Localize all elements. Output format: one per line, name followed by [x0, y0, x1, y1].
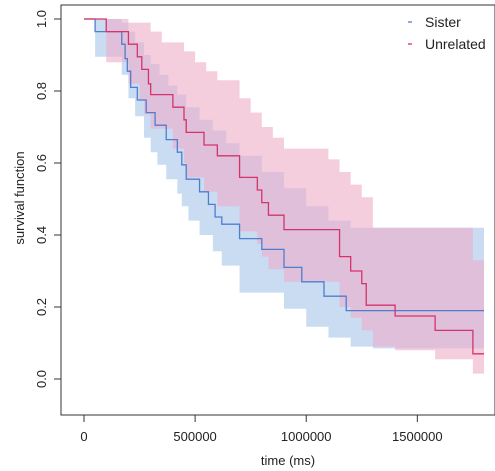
plot-frame: [60, 4, 495, 416]
y-tick-label: 1.0: [34, 10, 49, 28]
x-tick-label: 0: [80, 429, 87, 444]
x-tick-label: 500000: [173, 429, 216, 444]
y-axis-label: survival function: [12, 151, 27, 244]
confidence-band-unrelated: [84, 19, 484, 374]
legend-label-unrelated: Unrelated: [425, 36, 486, 52]
y-tick-label: 0.4: [34, 226, 49, 244]
y-tick-label: 0.0: [34, 370, 49, 388]
x-tick-label: 1500000: [392, 429, 443, 444]
y-tick-label: 0.2: [34, 298, 49, 316]
x-axis-label: time (ms): [261, 453, 315, 468]
y-tick-label: 0.6: [34, 154, 49, 172]
survival-curves: [84, 18, 484, 355]
y-axis: 0.0 0.2 0.4 0.6 0.8 1.0: [34, 10, 61, 388]
x-axis: 0 500000 1000000 1500000: [80, 415, 443, 444]
x-tick-label: 1000000: [281, 429, 332, 444]
survival-curve-sister: [84, 18, 484, 312]
y-tick-label: 0.8: [34, 82, 49, 100]
confidence-bands: [84, 19, 484, 374]
legend-label-sister: Sister: [425, 14, 461, 30]
survival-curve-unrelated: [84, 18, 484, 355]
legend: Sister Unrelated: [408, 14, 486, 52]
